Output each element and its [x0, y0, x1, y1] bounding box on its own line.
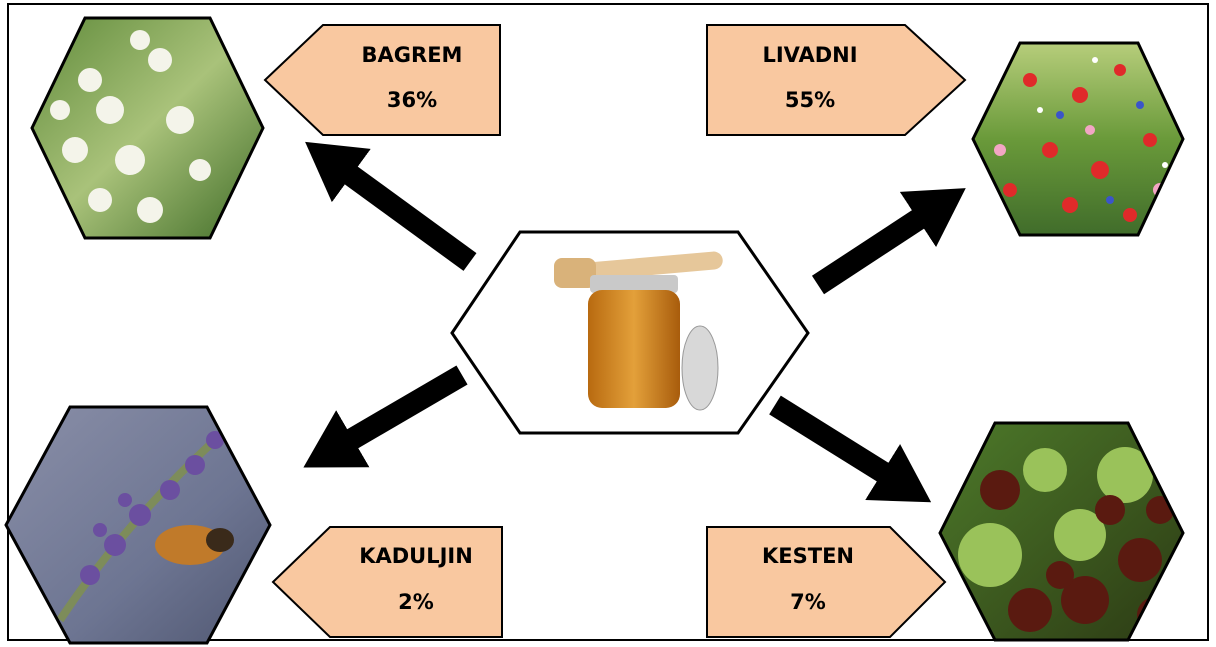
- node-value: 7%: [790, 590, 826, 614]
- tag-kesten: KESTEN 7%: [707, 527, 945, 637]
- node-label: KESTEN: [762, 544, 854, 568]
- tag-livadni: LIVADNI 55%: [707, 25, 965, 135]
- tag-bagrem: BAGREM 36%: [265, 25, 500, 135]
- node-label: KADULJIN: [359, 544, 473, 568]
- node-label: BAGREM: [362, 43, 463, 67]
- node-value: 55%: [785, 88, 835, 112]
- arrow: [775, 405, 905, 486]
- arrow: [330, 160, 470, 262]
- arrow: [818, 205, 940, 285]
- node-value: 36%: [387, 88, 437, 112]
- chestnut-photo: [938, 420, 1186, 644]
- sage-photo: [4, 404, 274, 646]
- arrow: [330, 375, 462, 452]
- honey-node: [452, 232, 808, 433]
- meadow-photo: [970, 40, 1186, 238]
- node-value: 2%: [398, 590, 434, 614]
- node-label: LIVADNI: [762, 43, 857, 67]
- diagram: BAGREM 36% LIVADNI 55% KADULJIN 2% KESTE…: [0, 0, 1216, 647]
- acacia-photo: [30, 15, 266, 241]
- tag-kaduljin: KADULJIN 2%: [273, 527, 502, 637]
